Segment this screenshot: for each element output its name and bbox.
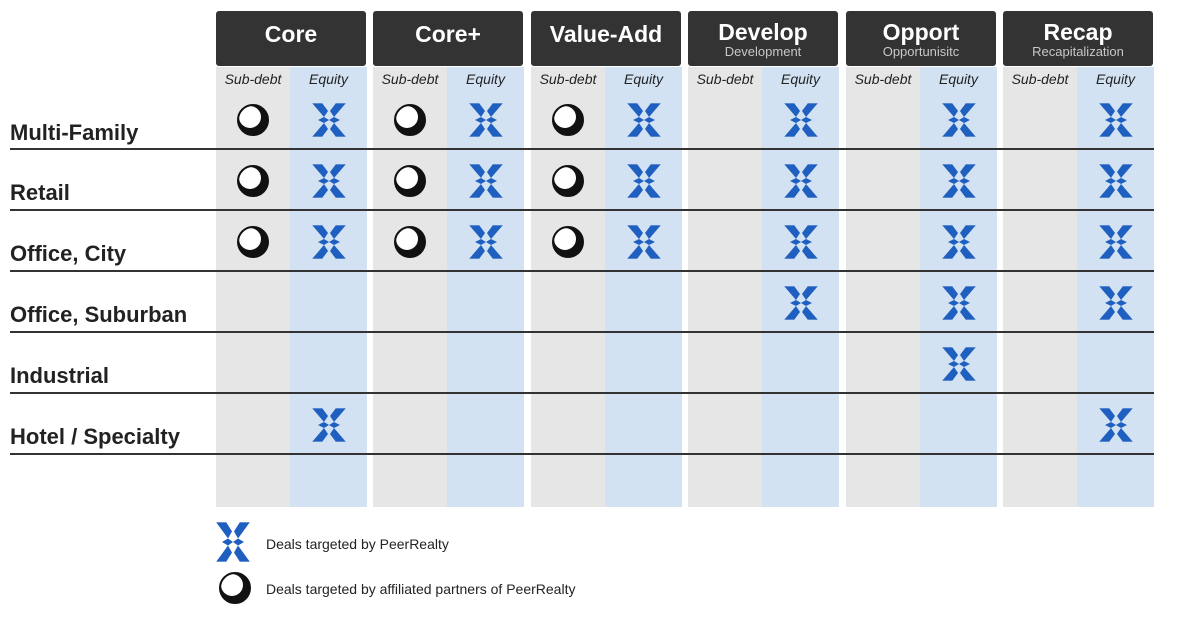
peerrealty-x-icon: [1098, 163, 1133, 199]
peerrealty-x-icon: [626, 224, 661, 260]
column-bg-dev-subdebt: [688, 67, 762, 507]
sub-label-subdebt: Sub-debt: [1011, 71, 1069, 87]
partner-circle-icon: [237, 226, 269, 258]
peerrealty-x-icon: [311, 102, 346, 138]
peerrealty-x-icon: [1098, 285, 1133, 321]
strategy-header-coreplus: Core+: [373, 11, 523, 66]
strategy-header-value: Value-Add: [531, 11, 681, 66]
sub-label-equity: Equity: [309, 71, 348, 87]
column-bg-opp-subdebt: [846, 67, 920, 507]
row-divider: [10, 453, 1154, 455]
row-divider: [10, 209, 1154, 211]
column-bg-coreplus-subdebt: [373, 67, 447, 507]
peerrealty-x-icon: [941, 163, 976, 199]
strategy-title: Opport: [882, 19, 960, 45]
peerrealty-x-icon: [1098, 102, 1133, 138]
peerrealty-x-icon: [783, 102, 818, 138]
column-bg-opp-equity: [920, 67, 997, 507]
row-label: Office, City: [10, 241, 127, 266]
sub-label-equity: Equity: [781, 71, 820, 87]
peerrealty-x-icon: [626, 102, 661, 138]
partner-circle-icon: [394, 226, 426, 258]
column-bg-recap-subdebt: [1003, 67, 1077, 507]
peerrealty-x-icon: [1098, 224, 1133, 260]
partner-circle-icon: [552, 104, 584, 136]
strategy-header-recap: Recap Recapitalization: [1003, 11, 1153, 66]
partner-circle-icon: [552, 226, 584, 258]
peerrealty-x-icon: [311, 407, 346, 443]
sub-label-equity: Equity: [466, 71, 505, 87]
strategy-title: Recap: [1043, 19, 1113, 45]
column-bg-coreplus-equity: [447, 67, 524, 507]
column-bg-value-subdebt: [531, 67, 605, 507]
partner-circle-icon: [394, 165, 426, 197]
partner-circle-icon: [394, 104, 426, 136]
peerrealty-x-icon: [468, 163, 503, 199]
strategy-title: Core+: [415, 21, 481, 47]
column-bg-recap-equity: [1077, 67, 1154, 507]
peerrealty-x-icon: [1098, 407, 1133, 443]
column-bg-value-equity: [605, 67, 682, 507]
partner-circle-icon: [552, 165, 584, 197]
legend-peerrealty-text: Deals targeted by PeerRealty: [266, 536, 449, 552]
partner-circle-icon: [237, 104, 269, 136]
peerrealty-x-icon: [783, 285, 818, 321]
peerrealty-x-icon: [311, 224, 346, 260]
peerrealty-x-icon: [468, 102, 503, 138]
partner-circle-icon: [237, 165, 269, 197]
peerrealty-x-icon: [783, 224, 818, 260]
sub-label-equity: Equity: [624, 71, 663, 87]
peerrealty-x-icon: [941, 346, 976, 382]
legend-partner-circle-icon: [219, 572, 251, 604]
sub-label-equity: Equity: [1096, 71, 1135, 87]
peerrealty-x-icon: [468, 224, 503, 260]
peerrealty-x-icon: [941, 285, 976, 321]
sub-label-subdebt: Sub-debt: [224, 71, 282, 87]
row-label: Industrial: [10, 363, 110, 388]
sub-label-equity: Equity: [939, 71, 978, 87]
strategy-title: Value-Add: [549, 21, 663, 47]
peerrealty-x-icon: [311, 163, 346, 199]
strategy-title: Core: [264, 21, 318, 47]
column-bg-core-subdebt: [216, 67, 290, 507]
sub-label-subdebt: Sub-debt: [854, 71, 912, 87]
peerrealty-x-icon: [626, 163, 661, 199]
sub-label-subdebt: Sub-debt: [381, 71, 439, 87]
row-divider: [10, 331, 1154, 333]
sub-label-subdebt: Sub-debt: [539, 71, 597, 87]
row-divider: [10, 270, 1154, 272]
row-label: Office, Suburban: [10, 302, 188, 327]
row-divider: [10, 392, 1154, 394]
legend-peerrealty-x-icon: [215, 521, 251, 563]
row-divider: [10, 148, 1154, 150]
strategy-title: Develop: [718, 19, 808, 45]
column-bg-core-equity: [290, 67, 367, 507]
column-bg-dev-equity: [762, 67, 839, 507]
legend-partner-text: Deals targeted by affiliated partners of…: [266, 581, 576, 597]
strategy-header-core: Core: [216, 11, 366, 66]
row-label: Hotel / Specialty: [10, 424, 180, 449]
row-label: Multi-Family: [10, 120, 139, 145]
strategy-header-dev: Develop Development: [688, 11, 838, 66]
peerrealty-x-icon: [941, 224, 976, 260]
sub-label-subdebt: Sub-debt: [696, 71, 754, 87]
row-label: Retail: [10, 180, 70, 205]
strategy-subtitle: Recapitalization: [1032, 44, 1124, 59]
peerrealty-x-icon: [941, 102, 976, 138]
strategy-subtitle: Development: [724, 44, 802, 59]
strategy-header-opp: Opport Opportunisitc: [846, 11, 996, 66]
peerrealty-x-icon: [783, 163, 818, 199]
strategy-subtitle: Opportunisitc: [882, 44, 960, 59]
